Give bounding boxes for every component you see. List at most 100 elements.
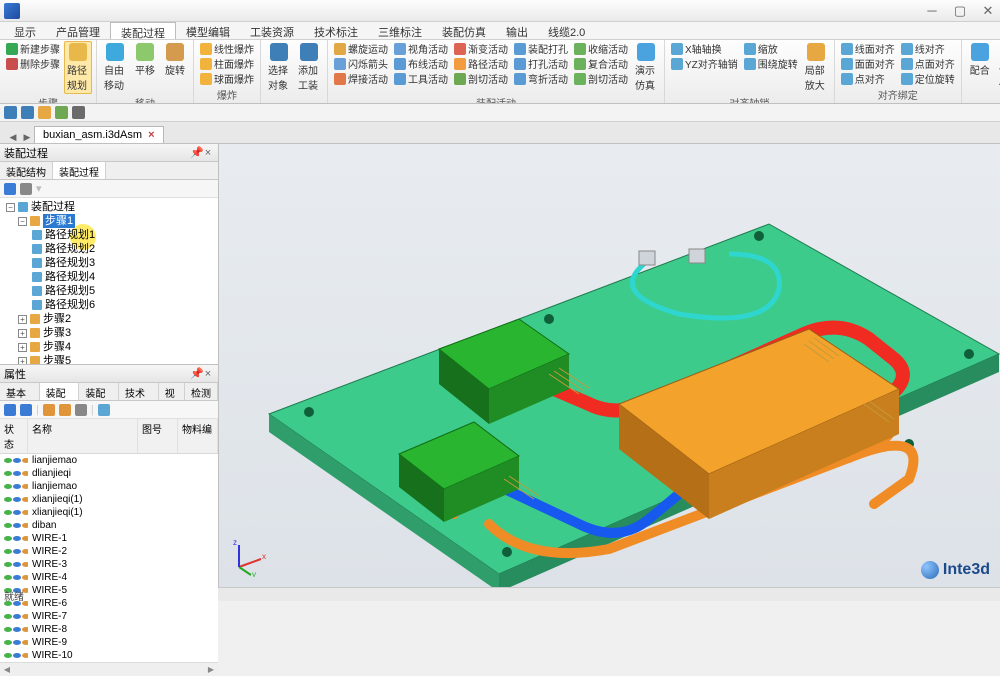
menu-item[interactable]: 工装资源 [240,22,304,39]
panel-pin-icon[interactable]: 📌 [190,367,202,380]
ribbon-button[interactable]: 添加工装 [295,41,323,94]
tree-item[interactable]: 路径规划1 [4,228,214,242]
table-row[interactable]: xlianjieqi(1) [0,493,218,506]
menu-item[interactable]: 显示 [4,22,46,39]
table-row[interactable]: WIRE-8 [0,623,218,636]
ribbon-small-button[interactable]: 工具活动 [392,71,450,86]
ribbon-small-button[interactable]: 缩放 [742,41,800,56]
document-tab[interactable]: buxian_asm.i3dAsm × [34,126,164,143]
menu-item[interactable]: 技术标注 [304,22,368,39]
table-row[interactable]: lianjiemao [0,480,218,493]
table-row[interactable]: WIRE-7 [0,610,218,623]
ribbon-small-button[interactable]: 渐变活动 [452,41,510,56]
ribbon-small-button[interactable]: 视角活动 [392,41,450,56]
ribbon-small-button[interactable]: 柱面爆炸 [198,56,256,71]
minimize-button[interactable]: ─ [924,3,940,19]
ribbon-small-button[interactable]: 焊接活动 [332,71,390,86]
props-tool-icon[interactable] [98,404,110,416]
props-tool-icon[interactable] [20,404,32,416]
expander-icon[interactable]: − [18,217,27,226]
col-status[interactable]: 状态 [0,419,28,453]
tree-tool-icon[interactable] [4,183,16,195]
props-tool-icon[interactable] [43,404,55,416]
col-name[interactable]: 名称 [28,419,138,453]
tree-tool-icon[interactable] [20,183,32,195]
3d-viewport[interactable]: x y z Inte3d [219,144,1000,587]
table-row[interactable]: lianjiemao [0,454,218,467]
ribbon-small-button[interactable]: YZ对齐轴销 [669,56,740,71]
ribbon-button[interactable]: 局部放大 [802,41,830,94]
qat-icon[interactable] [4,106,17,119]
props-tool-icon[interactable] [4,404,16,416]
qat-icon[interactable] [38,106,51,119]
props-tab[interactable]: 视图 [159,383,185,400]
ribbon-small-button[interactable]: 弯折活动 [512,71,570,86]
tree-item[interactable]: +步骤4 [4,340,214,354]
qat-icon[interactable] [72,106,85,119]
table-row[interactable]: xlianjieqi(1) [0,506,218,519]
menu-item[interactable]: 三维标注 [368,22,432,39]
menu-item[interactable]: 输出 [496,22,538,39]
panel-close-icon[interactable]: × [202,368,214,380]
ribbon-button[interactable]: 配合 [966,41,994,79]
document-tab-close[interactable]: × [148,129,154,141]
ribbon-small-button[interactable]: 剖切活动 [452,71,510,86]
ribbon-small-button[interactable]: 定位旋转 [899,71,957,86]
table-row[interactable]: WIRE-9 [0,636,218,649]
table-row[interactable]: WIRE-2 [0,545,218,558]
ribbon-small-button[interactable]: 螺旋运动 [332,41,390,56]
ribbon-button[interactable]: 平移 [131,41,159,79]
ribbon-small-button[interactable]: 线性爆炸 [198,41,256,56]
ribbon-small-button[interactable]: 删除步骤 [4,56,62,71]
menu-item[interactable]: 装配过程 [110,22,176,39]
props-tool-icon[interactable] [59,404,71,416]
tab-next[interactable]: ▶ [20,132,34,143]
tree-tab[interactable]: 装配结构 [0,162,53,179]
props-tab[interactable]: 检测项 [185,383,218,400]
ribbon-button[interactable]: 选择对象 [265,41,293,94]
ribbon-small-button[interactable]: 收缩活动 [572,41,630,56]
tree-item[interactable]: +步骤2 [4,312,214,326]
expander-icon[interactable]: + [18,315,27,324]
ribbon-small-button[interactable]: 点面对齐 [899,56,957,71]
ribbon-button[interactable]: 自由移动 [101,41,129,94]
table-row[interactable]: WIRE-10 [0,649,218,662]
ribbon-button[interactable]: 旋转 [161,41,189,79]
menu-item[interactable]: 装配仿真 [432,22,496,39]
table-row[interactable]: dlianjieqi [0,467,218,480]
ribbon-small-button[interactable]: 装配打孔 [512,41,570,56]
table-row[interactable]: WIRE-3 [0,558,218,571]
ribbon-small-button[interactable]: 复合活动 [572,56,630,71]
table-row[interactable]: WIRE-4 [0,571,218,584]
qat-icon[interactable] [21,106,34,119]
ribbon-small-button[interactable]: 围绕旋转 [742,56,800,71]
ribbon-small-button[interactable]: 线面对齐 [839,41,897,56]
ribbon-small-button[interactable]: 布线活动 [392,56,450,71]
props-tool-icon[interactable] [75,404,87,416]
table-row[interactable]: WIRE-1 [0,532,218,545]
tree-item[interactable]: 路径规划5 [4,284,214,298]
ribbon-small-button[interactable]: 新建步骤 [4,41,62,56]
ribbon-small-button[interactable]: 点对齐 [839,71,897,86]
expander-icon[interactable]: + [18,343,27,352]
table-row[interactable]: WIRE-6 [0,597,218,610]
props-tab[interactable]: 装配资源 [79,383,119,400]
assembly-tree[interactable]: −装配过程−步骤1路径规划1路径规划2路径规划3路径规划4路径规划5路径规划6+… [0,198,218,364]
table-row[interactable]: WIRE-5 [0,584,218,597]
ribbon-button[interactable]: 演示仿真 [632,41,660,94]
ribbon-small-button[interactable]: 路径活动 [452,56,510,71]
ribbon-small-button[interactable]: 面面对齐 [839,56,897,71]
ribbon-small-button[interactable]: 线对齐 [899,41,957,56]
tree-item[interactable]: 路径规划4 [4,270,214,284]
table-row[interactable]: diban [0,519,218,532]
panel-close-icon[interactable]: × [202,147,214,159]
menu-item[interactable]: 模型编辑 [176,22,240,39]
col-no[interactable]: 图号 [138,419,178,453]
panel-pin-icon[interactable]: 📌 [190,146,202,159]
maximize-button[interactable]: ▢ [952,3,968,19]
props-grid-body[interactable]: lianjiemaodlianjieqilianjiemaoxlianjieqi… [0,454,218,662]
tree-item[interactable]: +步骤5 [4,354,214,364]
props-tab[interactable]: 技术要求 [119,383,159,400]
tree-item[interactable]: +步骤3 [4,326,214,340]
ribbon-button[interactable]: 设置位置 [996,41,1000,94]
